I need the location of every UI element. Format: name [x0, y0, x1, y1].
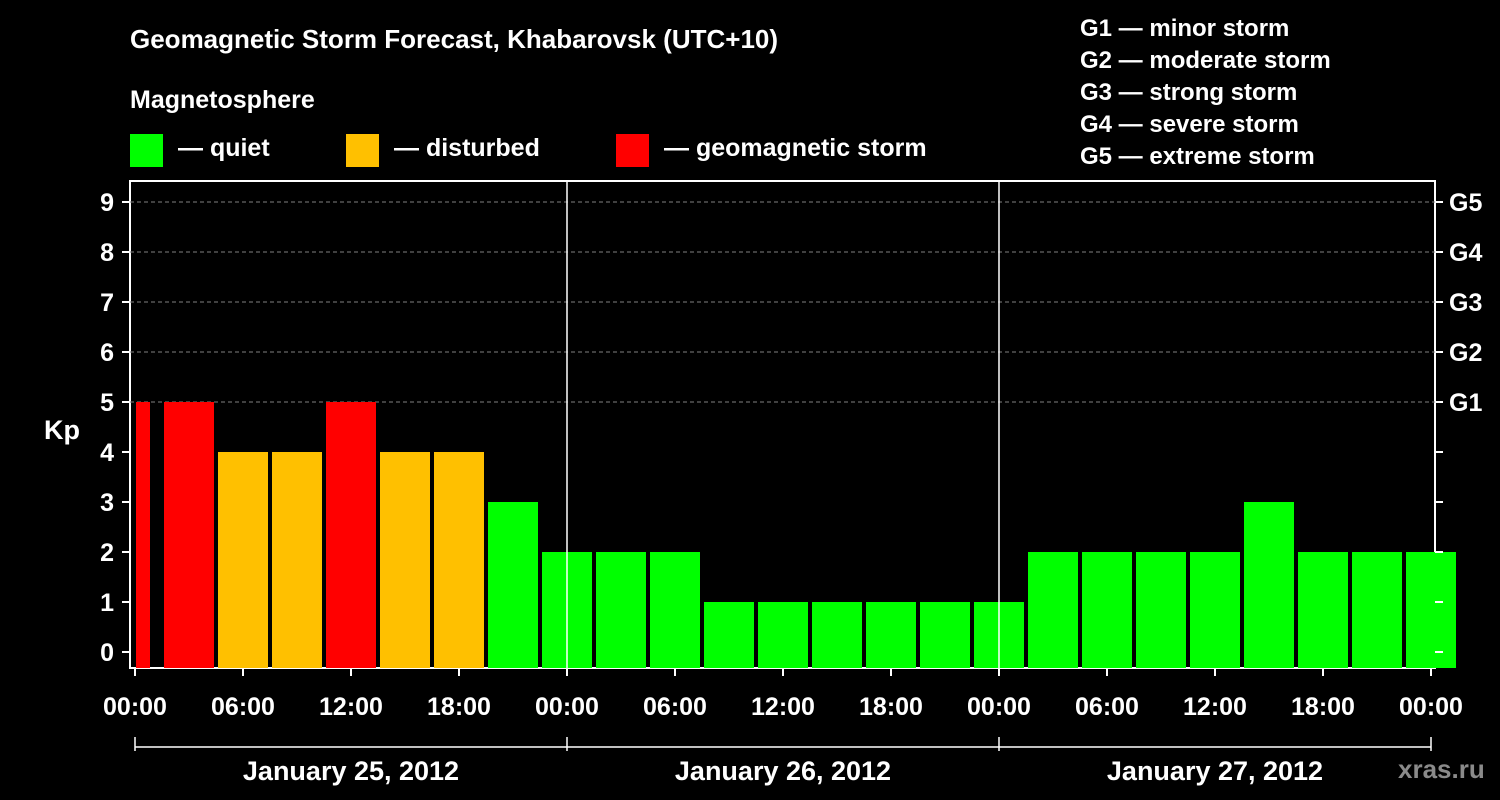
y-tick-label: 8 — [100, 239, 114, 267]
x-tick-label: 06:00 — [1075, 693, 1139, 721]
storm-level-g3: G3 — strong storm — [1080, 79, 1298, 106]
x-tick-label: 06:00 — [211, 693, 275, 721]
kp-bar — [1028, 552, 1078, 668]
x-tick-label: 12:00 — [319, 693, 383, 721]
storm-level-label: G1 — [1449, 389, 1482, 417]
x-tick-label: 00:00 — [103, 693, 167, 721]
x-tick-label: 00:00 — [1399, 693, 1463, 721]
kp-bar — [272, 452, 322, 668]
x-tick-label: 18:00 — [427, 693, 491, 721]
y-tick-label: 6 — [100, 339, 114, 367]
legend-label-storm: — geomagnetic storm — [664, 134, 927, 162]
x-tick-label: 12:00 — [1183, 693, 1247, 721]
kp-bar — [812, 602, 862, 668]
kp-bar — [704, 602, 754, 668]
storm-level-g4: G4 — severe storm — [1080, 111, 1299, 138]
kp-bar — [596, 552, 646, 668]
legend-swatch-storm — [616, 134, 649, 167]
x-tick-label: 06:00 — [643, 693, 707, 721]
y-tick-label: 7 — [100, 289, 114, 317]
x-tick-label: 18:00 — [859, 693, 923, 721]
y-tick-label: 3 — [100, 489, 114, 517]
legend-title: Magnetosphere — [130, 86, 315, 114]
kp-bar — [1082, 552, 1132, 668]
y-tick-label: 2 — [100, 539, 114, 567]
date-label: January 25, 2012 — [243, 756, 459, 786]
legend-swatch-quiet — [130, 134, 163, 167]
kp-bar — [218, 452, 268, 668]
watermark: xras.ru — [1398, 754, 1485, 784]
kp-bar — [1244, 502, 1294, 668]
kp-bar — [326, 402, 376, 668]
kp-bar — [380, 452, 430, 668]
legend-swatch-disturbed — [346, 134, 379, 167]
kp-bar — [136, 402, 150, 668]
storm-level-label: G5 — [1449, 189, 1482, 217]
kp-bar — [434, 452, 484, 668]
kp-bar — [1136, 552, 1186, 668]
kp-bar — [1190, 552, 1240, 668]
storm-level-label: G2 — [1449, 339, 1482, 367]
kp-bar — [866, 602, 916, 668]
kp-bar — [1352, 552, 1402, 668]
legend-label-quiet: — quiet — [178, 134, 270, 162]
y-axis-label: Kp — [44, 415, 80, 445]
kp-bar — [164, 402, 214, 668]
kp-bar — [650, 552, 700, 668]
storm-level-g1: G1 — minor storm — [1080, 15, 1290, 42]
storm-level-g2: G2 — moderate storm — [1080, 47, 1331, 74]
y-tick-label: 9 — [100, 189, 114, 217]
kp-bar — [758, 602, 808, 668]
storm-level-label: G3 — [1449, 289, 1482, 317]
kp-bar — [1298, 552, 1348, 668]
y-tick-label: 1 — [100, 589, 114, 617]
x-tick-label: 18:00 — [1291, 693, 1355, 721]
x-tick-label: 12:00 — [751, 693, 815, 721]
date-label: January 27, 2012 — [1107, 756, 1323, 786]
kp-bar — [1406, 552, 1456, 668]
y-tick-label: 5 — [100, 389, 114, 417]
x-tick-label: 00:00 — [967, 693, 1031, 721]
x-tick-label: 00:00 — [535, 693, 599, 721]
kp-bar — [488, 502, 538, 668]
storm-level-g5: G5 — extreme storm — [1080, 143, 1315, 170]
legend-label-disturbed: — disturbed — [394, 134, 540, 162]
date-label: January 26, 2012 — [675, 756, 891, 786]
y-tick-label: 0 — [100, 639, 114, 667]
kp-bar — [920, 602, 970, 668]
y-tick-label: 4 — [100, 439, 114, 467]
chart-title: Geomagnetic Storm Forecast, Khabarovsk (… — [130, 24, 779, 54]
storm-level-label: G4 — [1449, 239, 1482, 267]
